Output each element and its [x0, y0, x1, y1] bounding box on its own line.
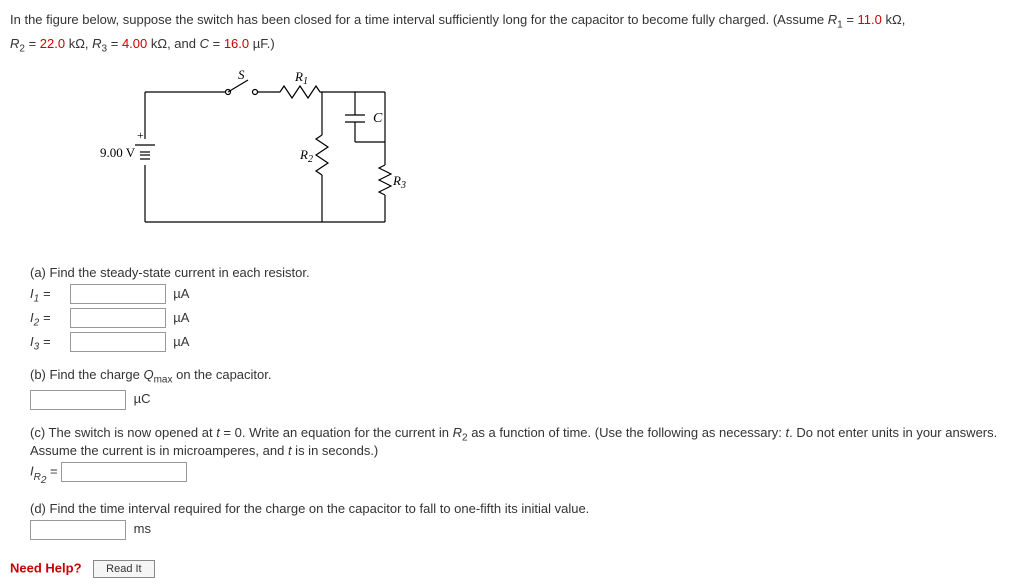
plus-label: +: [137, 128, 144, 142]
eq3: =: [107, 36, 122, 51]
r1-value: 11.0: [858, 12, 882, 27]
r1-fig-label: R1: [294, 69, 308, 87]
eq2: =: [25, 36, 40, 51]
i1-sub: 1: [34, 293, 40, 304]
ir2-input[interactable]: [61, 462, 187, 482]
intro-text-1: In the figure below, suppose the switch …: [10, 12, 828, 27]
i3-sub: 3: [34, 341, 40, 352]
read-it-button[interactable]: Read It: [93, 560, 154, 578]
c-text-a: (c) The switch is now opened at: [30, 425, 216, 440]
eq1: =: [843, 12, 858, 27]
c-text-b: = 0. Write an equation for the current i…: [220, 425, 453, 440]
i1-eq: =: [43, 286, 51, 301]
i2-unit: µA: [173, 310, 189, 325]
part-b-prompt: (b) Find the charge Qmax on the capacito…: [30, 367, 1014, 386]
time-unit: ms: [134, 521, 151, 536]
need-help-label: Need Help?: [10, 560, 82, 575]
ir-sub1: R: [34, 472, 41, 483]
switch-label: S: [238, 67, 245, 82]
c-value: 16.0: [224, 36, 249, 51]
c-unit: µF.): [249, 36, 275, 51]
i2-eq: =: [43, 310, 51, 325]
r2-fig-label: R2: [299, 147, 313, 165]
q-sub: max: [154, 375, 173, 386]
r2-label: R: [10, 36, 19, 51]
i3-input[interactable]: [70, 332, 166, 352]
part-c-prompt: (c) The switch is now opened at t = 0. W…: [30, 425, 1014, 459]
r3-label: R: [92, 36, 101, 51]
c-label: C: [200, 36, 209, 51]
qmax-unit: µC: [134, 391, 151, 406]
part-b: (b) Find the charge Qmax on the capacito…: [30, 367, 1014, 410]
b-text-b: on the capacitor.: [172, 367, 271, 382]
c-text-e: is in seconds.): [292, 443, 379, 458]
eq4: =: [209, 36, 224, 51]
circuit-figure: + 9.00 V S R1 R2 R3 C: [90, 67, 1014, 245]
c-fig-label: C: [373, 111, 383, 126]
i3-eq: =: [43, 334, 51, 349]
problem-intro: In the figure below, suppose the switch …: [10, 10, 1014, 57]
c-r: R: [453, 425, 462, 440]
i3-unit: µA: [173, 334, 189, 349]
c-text-c: as a function of time. (Use the followin…: [468, 425, 786, 440]
voltage-label: 9.00 V: [100, 145, 136, 160]
part-d: (d) Find the time interval required for …: [30, 501, 1014, 540]
i2-sub: 2: [34, 317, 40, 328]
part-c: (c) The switch is now opened at t = 0. W…: [30, 425, 1014, 486]
r2-value: 22.0: [40, 36, 65, 51]
part-a: (a) Find the steady-state current in eac…: [30, 265, 1014, 352]
q-lab: Q: [143, 367, 153, 382]
need-help: Need Help? Read It: [10, 560, 1014, 578]
ir-eq: =: [50, 464, 58, 479]
i1-unit: µA: [173, 286, 189, 301]
r3-fig-label: R3: [392, 173, 406, 191]
ir-sub2: 2: [41, 475, 47, 486]
i1-input[interactable]: [70, 284, 166, 304]
qmax-input[interactable]: [30, 390, 126, 410]
time-input[interactable]: [30, 520, 126, 540]
part-a-prompt: (a) Find the steady-state current in eac…: [30, 265, 1014, 280]
r1-unit: kΩ,: [882, 12, 905, 27]
r3-value: 4.00: [122, 36, 147, 51]
i2-input[interactable]: [70, 308, 166, 328]
r1-label: R: [828, 12, 837, 27]
r3-unit: kΩ, and: [147, 36, 199, 51]
part-d-prompt: (d) Find the time interval required for …: [30, 501, 1014, 516]
r2-unit: kΩ,: [65, 36, 92, 51]
b-text-a: (b) Find the charge: [30, 367, 143, 382]
